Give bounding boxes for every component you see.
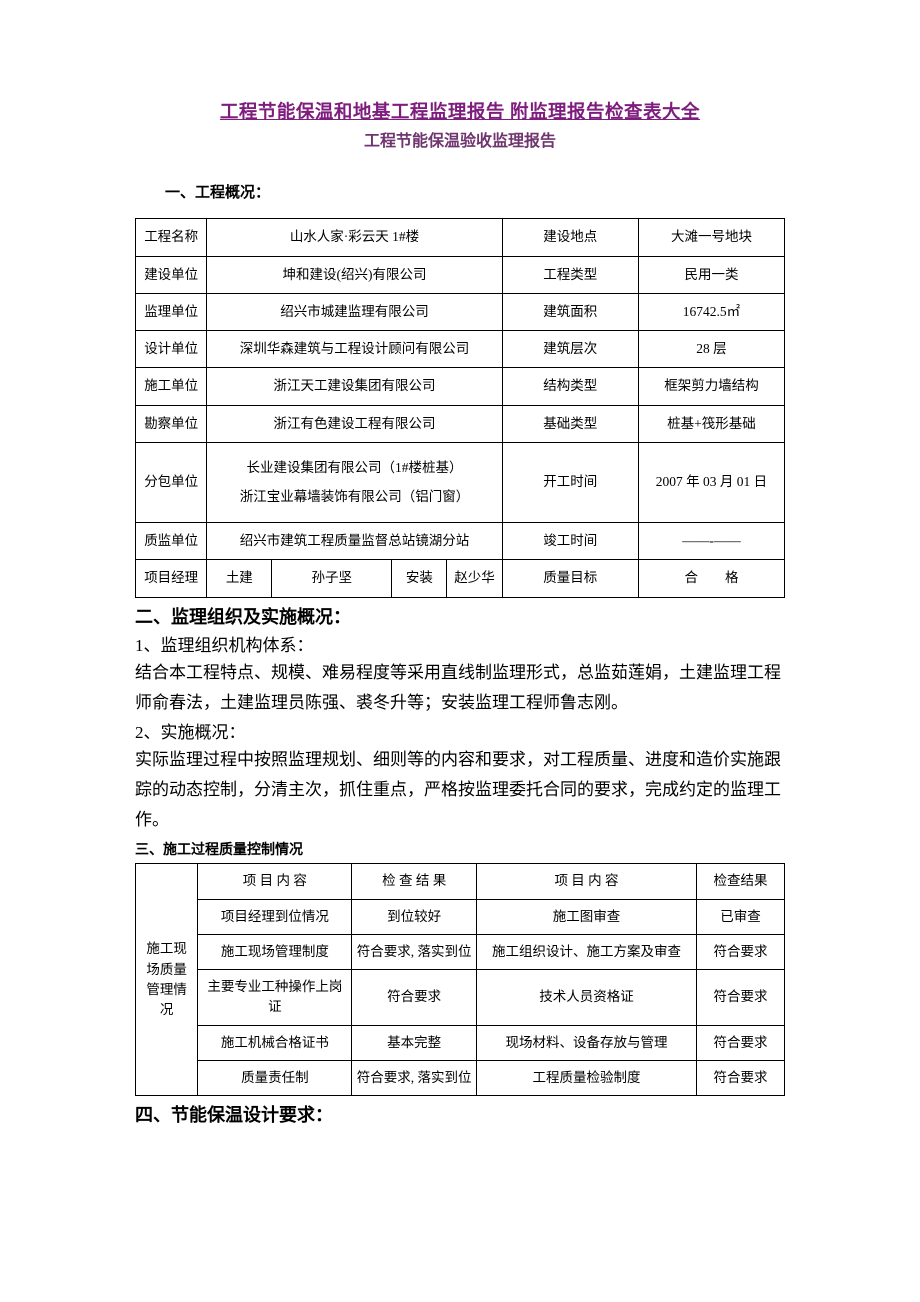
cell-label: 开工时间 xyxy=(502,442,638,522)
cell: 符合要求 xyxy=(697,934,785,969)
section2-body2: 实际监理过程中按照监理规划、细则等的内容和要求，对工程质量、进度和造价实施跟踪的… xyxy=(135,745,785,834)
cell: 施工机械合格证书 xyxy=(198,1025,352,1060)
cell-value: 山水人家·彩云天 1#楼 xyxy=(207,219,502,256)
cell: 到位较好 xyxy=(352,899,477,934)
table-row: 分包单位 长业建设集团有限公司（1#楼桩基） 浙江宝业幕墙装饰有限公司（铝门窗）… xyxy=(136,442,785,522)
cell-label: 项目经理 xyxy=(136,560,207,597)
cell-label: 结构类型 xyxy=(502,368,638,405)
subcontract-line2: 浙江宝业幕墙装饰有限公司（铝门窗） xyxy=(211,482,497,512)
cell-value: 孙子坚 xyxy=(272,560,392,597)
cell-value: ——-—— xyxy=(638,523,784,560)
row-group-label: 施工现场质量管理情况 xyxy=(136,864,198,1096)
cell-value: 安装 xyxy=(392,560,447,597)
cell-label: 分包单位 xyxy=(136,442,207,522)
cell-label: 设计单位 xyxy=(136,331,207,368)
cell-value: 框架剪力墙结构 xyxy=(638,368,784,405)
cell: 施工组织设计、施工方案及审查 xyxy=(477,934,697,969)
cell-value: 土建 xyxy=(207,560,272,597)
table-row: 监理单位 绍兴市城建监理有限公司 建筑面积 16742.5㎡ xyxy=(136,293,785,330)
table-row: 主要专业工种操作上岗证 符合要求 技术人员资格证 符合要求 xyxy=(136,970,785,1026)
section2-sub1: 1、监理组织机构体系： xyxy=(135,633,785,659)
cell-label: 基础类型 xyxy=(502,405,638,442)
cell: 符合要求, 落实到位 xyxy=(352,934,477,969)
table-row: 质监单位 绍兴市建筑工程质量监督总站镜湖分站 竣工时间 ——-—— xyxy=(136,523,785,560)
cell: 符合要求 xyxy=(697,970,785,1026)
table-row: 项目经理到位情况 到位较好 施工图审查 已审查 xyxy=(136,899,785,934)
cell-value: 16742.5㎡ xyxy=(638,293,784,330)
cell-label: 建设单位 xyxy=(136,256,207,293)
cell-value: 绍兴市城建监理有限公司 xyxy=(207,293,502,330)
cell: 符合要求 xyxy=(352,970,477,1026)
cell-value: 赵少华 xyxy=(447,560,502,597)
section4-heading: 四、节能保温设计要求： xyxy=(135,1102,785,1129)
table-row: 工程名称 山水人家·彩云天 1#楼 建设地点 大滩一号地块 xyxy=(136,219,785,256)
cell-label: 工程类型 xyxy=(502,256,638,293)
table-row: 施工现场管理制度 符合要求, 落实到位 施工组织设计、施工方案及审查 符合要求 xyxy=(136,934,785,969)
cell-value: 民用一类 xyxy=(638,256,784,293)
cell-label: 施工单位 xyxy=(136,368,207,405)
cell: 符合要求 xyxy=(697,1060,785,1095)
cell-value: 浙江天工建设集团有限公司 xyxy=(207,368,502,405)
table-row: 勘察单位 浙江有色建设工程有限公司 基础类型 桩基+筏形基础 xyxy=(136,405,785,442)
cell-value: 28 层 xyxy=(638,331,784,368)
cell: 质量责任制 xyxy=(198,1060,352,1095)
cell: 基本完整 xyxy=(352,1025,477,1060)
cell-value: 深圳华森建筑与工程设计顾问有限公司 xyxy=(207,331,502,368)
cell-label: 建筑层次 xyxy=(502,331,638,368)
col-header: 检 查 结 果 xyxy=(352,864,477,899)
cell-value: 合 格 xyxy=(638,560,784,597)
subcontract-line1: 长业建设集团有限公司（1#楼桩基） xyxy=(211,453,497,483)
cell-value: 长业建设集团有限公司（1#楼桩基） 浙江宝业幕墙装饰有限公司（铝门窗） xyxy=(207,442,502,522)
section3-heading: 三、施工过程质量控制情况 xyxy=(135,840,785,861)
main-title: 工程节能保温和地基工程监理报告 附监理报告检查表大全 xyxy=(135,100,785,128)
cell-value: 坤和建设(绍兴)有限公司 xyxy=(207,256,502,293)
cell-label: 质量目标 xyxy=(502,560,638,597)
sub-title: 工程节能保温验收监理报告 xyxy=(135,130,785,154)
table-row: 质量责任制 符合要求, 落实到位 工程质量检验制度 符合要求 xyxy=(136,1060,785,1095)
cell: 工程质量检验制度 xyxy=(477,1060,697,1095)
cell-label: 建设地点 xyxy=(502,219,638,256)
info-table: 工程名称 山水人家·彩云天 1#楼 建设地点 大滩一号地块 建设单位 坤和建设(… xyxy=(135,218,785,597)
section2-sub2: 2、实施概况： xyxy=(135,720,785,746)
col-header: 项 目 内 容 xyxy=(198,864,352,899)
cell: 符合要求 xyxy=(697,1025,785,1060)
cell-label: 竣工时间 xyxy=(502,523,638,560)
cell-label: 建筑面积 xyxy=(502,293,638,330)
cell-label: 质监单位 xyxy=(136,523,207,560)
table-row: 建设单位 坤和建设(绍兴)有限公司 工程类型 民用一类 xyxy=(136,256,785,293)
cell-value: 绍兴市建筑工程质量监督总站镜湖分站 xyxy=(207,523,502,560)
cell: 已审查 xyxy=(697,899,785,934)
cell-value: 浙江有色建设工程有限公司 xyxy=(207,405,502,442)
cell: 施工现场管理制度 xyxy=(198,934,352,969)
table-row: 施工单位 浙江天工建设集团有限公司 结构类型 框架剪力墙结构 xyxy=(136,368,785,405)
cell-value: 桩基+筏形基础 xyxy=(638,405,784,442)
cell: 施工图审查 xyxy=(477,899,697,934)
cell: 现场材料、设备存放与管理 xyxy=(477,1025,697,1060)
cell-label: 勘察单位 xyxy=(136,405,207,442)
table-header-row: 施工现场质量管理情况 项 目 内 容 检 查 结 果 项 目 内 容 检查结果 xyxy=(136,864,785,899)
cell: 符合要求, 落实到位 xyxy=(352,1060,477,1095)
cell-value: 大滩一号地块 xyxy=(638,219,784,256)
cell-value: 2007 年 03 月 01 日 xyxy=(638,442,784,522)
cell-label: 工程名称 xyxy=(136,219,207,256)
cell: 项目经理到位情况 xyxy=(198,899,352,934)
col-header: 检查结果 xyxy=(697,864,785,899)
cell: 技术人员资格证 xyxy=(477,970,697,1026)
col-header: 项 目 内 容 xyxy=(477,864,697,899)
table-row: 施工机械合格证书 基本完整 现场材料、设备存放与管理 符合要求 xyxy=(136,1025,785,1060)
qc-table: 施工现场质量管理情况 项 目 内 容 检 查 结 果 项 目 内 容 检查结果 … xyxy=(135,863,785,1096)
table-row: 项目经理 土建 孙子坚 安装 赵少华 质量目标 合 格 xyxy=(136,560,785,597)
section2-heading: 二、监理组织及实施概况： xyxy=(135,604,785,631)
cell-label: 监理单位 xyxy=(136,293,207,330)
cell: 主要专业工种操作上岗证 xyxy=(198,970,352,1026)
section1-heading: 一、工程概况： xyxy=(135,182,785,205)
table-row: 设计单位 深圳华森建筑与工程设计顾问有限公司 建筑层次 28 层 xyxy=(136,331,785,368)
section2-body1: 结合本工程特点、规模、难易程度等采用直线制监理形式，总监茹莲娟，土建监理工程师俞… xyxy=(135,658,785,718)
